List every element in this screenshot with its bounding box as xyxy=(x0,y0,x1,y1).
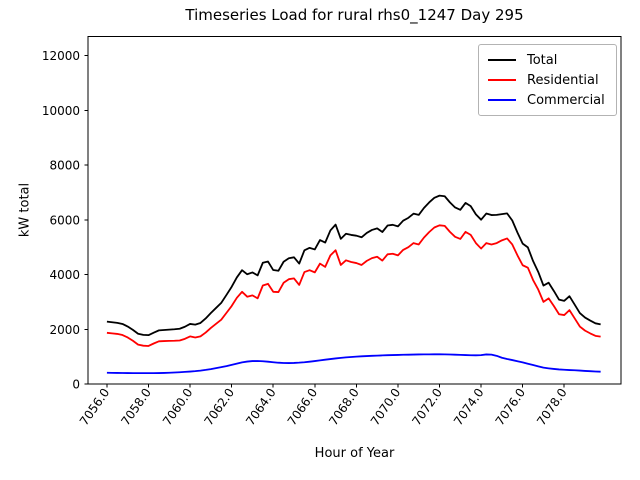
legend-item-residential: Residential xyxy=(479,70,616,90)
legend-label-commercial: Commercial xyxy=(527,92,605,108)
legend-label-total: Total xyxy=(527,52,558,68)
series-line-total xyxy=(106,194,601,337)
x-tick-label: 7070.0 xyxy=(368,386,404,428)
y-tick-label: 4000 xyxy=(49,268,80,282)
legend-item-commercial: Commercial xyxy=(479,90,616,110)
legend-line-residential-icon xyxy=(488,79,516,81)
legend-line-commercial-icon xyxy=(488,99,516,101)
x-tick-label: 7056.0 xyxy=(77,386,113,428)
x-tick-label: 7068.0 xyxy=(326,386,362,428)
y-tick-label: 12000 xyxy=(42,49,80,63)
x-axis-label: Hour of Year xyxy=(314,446,395,461)
legend-label-residential: Residential xyxy=(527,72,599,88)
y-tick-label: 6000 xyxy=(49,213,80,227)
x-tick-label: 7078.0 xyxy=(534,386,570,428)
axes-box xyxy=(87,36,622,385)
series-line-residential xyxy=(106,224,601,347)
x-tick-label: 7066.0 xyxy=(285,386,321,428)
y-tick-label: 0 xyxy=(72,378,80,392)
legend-line-total-icon xyxy=(488,59,516,61)
series-line-commercial xyxy=(106,353,601,375)
x-tick-label: 7058.0 xyxy=(118,386,154,428)
legend: Total Residential Commercial xyxy=(478,44,617,116)
x-tick-label: 7062.0 xyxy=(202,386,238,428)
legend-item-total: Total xyxy=(479,50,616,70)
x-tick-label: 7076.0 xyxy=(493,386,529,428)
y-tick-label: 10000 xyxy=(42,104,80,118)
x-tick-label: 7064.0 xyxy=(243,386,279,428)
x-tick-label: 7060.0 xyxy=(160,386,196,428)
x-tick-label: 7074.0 xyxy=(451,386,487,428)
x-tick-label: 7072.0 xyxy=(409,386,445,428)
chart-title: Timeseries Load for rural rhs0_1247 Day … xyxy=(185,6,524,24)
y-tick-label: 8000 xyxy=(49,159,80,173)
y-axis-label: kW total xyxy=(17,182,33,238)
y-tick-label: 2000 xyxy=(49,323,80,337)
